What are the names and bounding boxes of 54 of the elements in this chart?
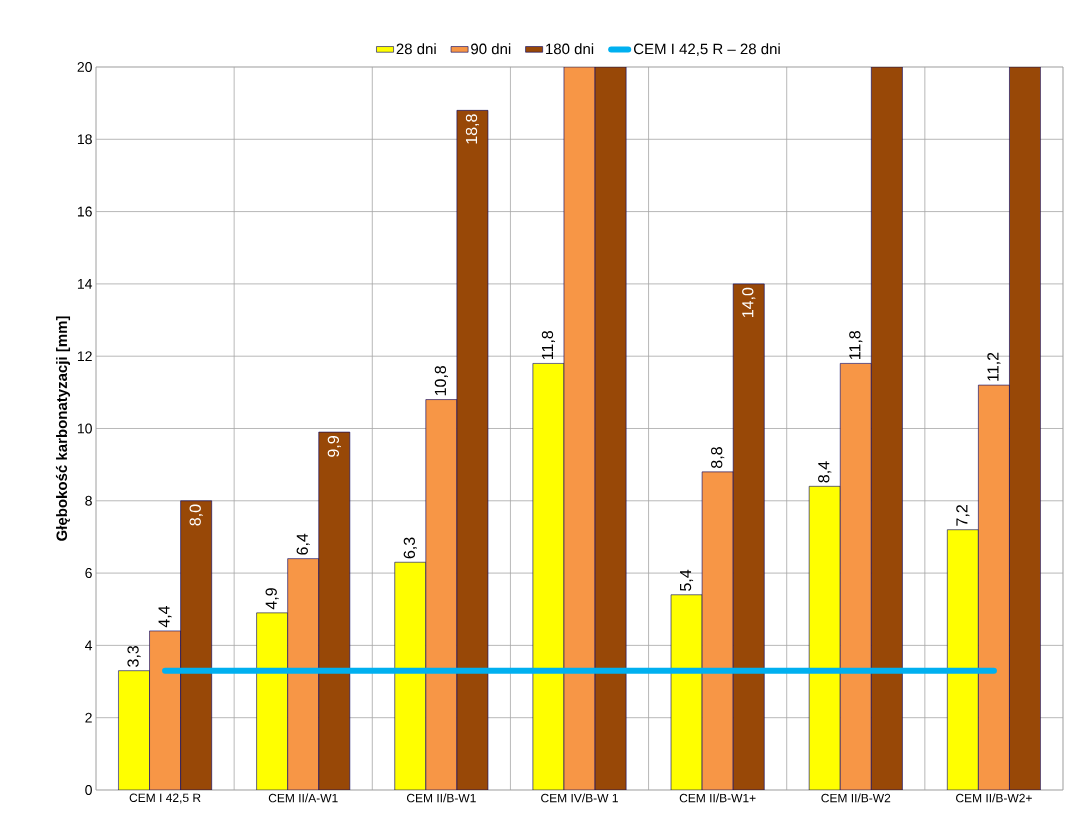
bar [287,558,320,790]
y-tick-label: 18 [77,134,92,145]
bar [149,630,181,790]
bar [425,399,458,790]
data-label: 6,3 [403,537,417,559]
bar [839,363,872,790]
data-label: 8,4 [818,461,832,483]
data-label: 8,0 [189,504,203,526]
legend-label: CEM I 42,5 R – 28 dni [634,43,780,56]
y-tick-label: 8 [85,495,92,506]
data-label: 18,8 [465,114,480,144]
data-label: 8,8 [711,447,725,468]
data-label: 4,4 [158,605,172,628]
bar [701,471,734,790]
bar [256,612,288,790]
x-tick-label: CEM II/B-W1 [406,793,476,803]
bar [563,66,596,790]
bar [118,670,150,790]
data-label: 7,2 [956,505,970,526]
x-tick-label: CEM II/B-W1+ [679,793,756,803]
data-label: 11,8 [541,330,556,359]
y-tick-label: 16 [77,206,92,217]
y-tick-label: 20 [77,62,92,72]
data-label: 11,2 [987,352,1001,381]
x-tick-label: CEM I 42,5 R [129,793,201,804]
data-label: 5,4 [680,569,694,591]
y-tick-label: 10 [77,423,92,434]
y-axis-title: Głębokość karbonatyzacji [mm] [55,316,71,541]
legend-label: 90 dni [471,43,511,55]
x-tick-label: CEM II/B-W2 [821,793,891,803]
data-label: 11,8 [849,330,863,359]
bar [670,594,703,790]
bar [808,486,841,790]
x-tick-label: CEM IV/B-W 1 [541,793,618,803]
y-tick-label: 12 [77,351,92,362]
y-tick-label: 6 [85,568,92,579]
x-tick-label: CEM II/B-W2+ [956,793,1032,803]
data-label: 9,9 [327,436,341,457]
data-label: 10,8 [434,365,448,396]
data-label: 3,3 [127,645,141,667]
data-label: 6,4 [296,533,310,555]
bar [394,561,427,790]
y-tick-label: 0 [85,785,92,795]
y-tick-label: 4 [85,640,93,651]
x-tick-label: CEM II/A-W1 [268,793,338,803]
data-label: 4,9 [265,588,279,610]
bar [978,384,1010,790]
bar [947,529,979,790]
y-tick-label: 14 [77,279,93,289]
y-tick-label: 2 [85,712,92,723]
legend-label: 28 dni [396,43,436,55]
data-label: 14,0 [742,287,756,318]
bar [532,363,565,790]
legend-label: 180 dni [546,43,594,55]
